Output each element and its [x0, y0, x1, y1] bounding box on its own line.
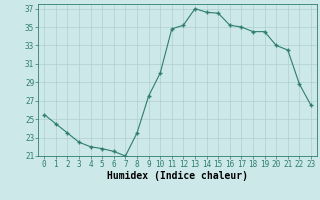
X-axis label: Humidex (Indice chaleur): Humidex (Indice chaleur) — [107, 171, 248, 181]
